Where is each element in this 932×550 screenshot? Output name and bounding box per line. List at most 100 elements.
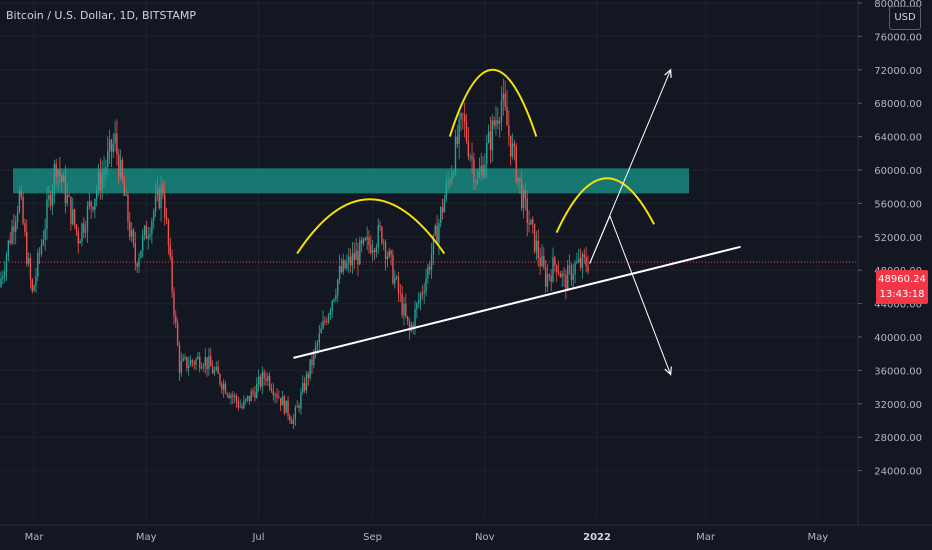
candle-down xyxy=(587,266,589,272)
y-tick-label: 60000.00 xyxy=(874,166,922,177)
candle-up xyxy=(143,226,146,236)
candle-down xyxy=(406,316,409,322)
candle-down xyxy=(241,406,243,408)
candle-down xyxy=(368,237,370,245)
candle-up xyxy=(107,150,109,168)
candle-down xyxy=(31,279,33,292)
candle-down xyxy=(162,184,164,195)
candle-up xyxy=(517,177,519,183)
candle-up xyxy=(195,359,197,365)
candle-up xyxy=(105,167,107,171)
candle-up xyxy=(2,275,4,279)
candle-down xyxy=(557,271,560,274)
candle-up xyxy=(204,357,206,366)
price-tag: 48960.24 13:43:18 xyxy=(876,270,928,304)
candle-down xyxy=(565,275,567,290)
candle-down xyxy=(583,254,585,258)
y-tick-label: 44000.00 xyxy=(874,300,922,311)
candle-down xyxy=(324,320,326,322)
candle-down xyxy=(191,360,194,363)
candle-down xyxy=(20,191,22,197)
candle-down xyxy=(506,106,508,126)
candle-down xyxy=(579,258,582,268)
x-tick-label: May xyxy=(807,532,828,543)
candle-down xyxy=(224,383,227,394)
x-tick-label: Mar xyxy=(696,532,716,543)
candle-up xyxy=(445,182,447,199)
candle-down xyxy=(110,139,113,152)
time-axis[interactable]: Mar May Jul Sep Nov 2022 Mar May xyxy=(0,524,932,543)
candle-up xyxy=(125,194,127,196)
resistance-zone-rect xyxy=(13,168,690,194)
candle-down xyxy=(176,322,179,346)
projection-down-arrowhead xyxy=(664,366,672,376)
candle-down xyxy=(543,256,545,267)
candle-down xyxy=(528,223,530,225)
candle-up xyxy=(498,121,501,124)
candle-up xyxy=(0,278,2,287)
candle-up xyxy=(561,273,563,278)
head-shoulder-arc xyxy=(448,69,538,137)
candle-down xyxy=(298,405,300,409)
candle-up xyxy=(535,240,538,252)
candle-down xyxy=(532,219,534,224)
last-price-label: 48960.24 xyxy=(878,274,926,285)
candle-down xyxy=(123,180,125,196)
candle-down xyxy=(373,250,376,253)
candle-up xyxy=(184,357,186,359)
candle-down xyxy=(509,135,512,157)
candle-up xyxy=(79,241,81,244)
candle-down xyxy=(364,238,367,240)
candle-up xyxy=(458,119,460,144)
candle-down xyxy=(165,217,168,221)
head-shoulder-arc xyxy=(555,177,655,234)
candle-down xyxy=(289,415,291,421)
candle-up xyxy=(66,195,68,204)
candle-up xyxy=(108,139,111,151)
candle-up xyxy=(487,131,490,143)
candle-down xyxy=(118,154,120,178)
candle-up xyxy=(86,205,89,231)
candle-down xyxy=(353,253,355,261)
candle-up xyxy=(46,199,48,229)
candles xyxy=(0,78,589,429)
candle-up xyxy=(53,164,56,190)
candle-up xyxy=(395,276,398,278)
candle-down xyxy=(263,372,265,379)
candle-up xyxy=(5,255,8,272)
candle-down xyxy=(307,374,309,378)
candle-up xyxy=(246,395,249,399)
candle-down xyxy=(254,392,256,398)
y-tick-label: 52000.00 xyxy=(874,233,922,244)
candle-up xyxy=(215,366,217,371)
candle-up xyxy=(72,209,74,224)
currency-button[interactable]: USD xyxy=(889,6,921,30)
candle-up xyxy=(314,346,317,351)
candle-up xyxy=(423,291,425,294)
candle-down xyxy=(276,394,278,398)
candle-up xyxy=(51,189,54,206)
candle-up xyxy=(417,300,420,304)
candle-up xyxy=(300,392,302,409)
candle-up xyxy=(366,237,368,240)
candle-down xyxy=(550,276,552,282)
candle-down xyxy=(559,273,562,278)
candle-down xyxy=(99,171,102,191)
candle-down xyxy=(49,195,52,206)
candle-up xyxy=(432,234,435,255)
candle-down xyxy=(379,225,381,228)
candle-up xyxy=(84,230,87,233)
candle-up xyxy=(156,188,159,196)
candle-down xyxy=(467,140,470,157)
candle-up xyxy=(292,419,295,424)
candle-down xyxy=(219,373,221,384)
candle-up xyxy=(147,236,149,239)
candle-up xyxy=(469,156,471,158)
candle-up xyxy=(427,266,429,279)
candle-down xyxy=(134,243,137,264)
candle-up xyxy=(371,250,374,253)
candle-down xyxy=(508,125,510,136)
candle-up xyxy=(114,133,116,144)
candle-up xyxy=(337,279,339,296)
